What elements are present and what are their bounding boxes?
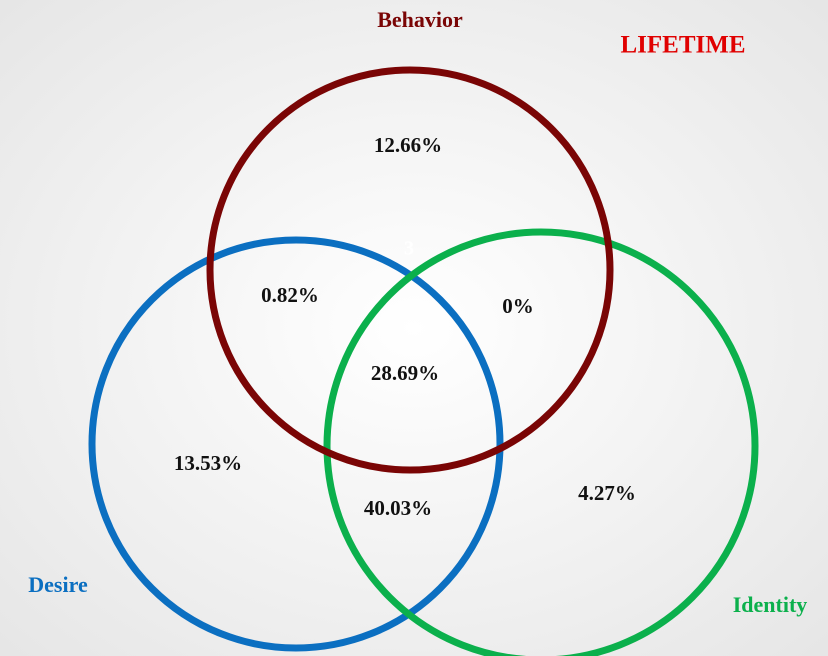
set-circle: [323, 228, 759, 656]
region-label: 12.66%: [374, 133, 442, 157]
region-label: 0%: [502, 294, 534, 318]
set-circle: [206, 66, 614, 474]
region-label: 13.53%: [174, 451, 242, 475]
region-label: 28.69%: [371, 361, 439, 385]
set-label: Identity: [733, 592, 808, 617]
set-label: Desire: [28, 572, 88, 597]
title: LIFETIME: [620, 32, 745, 59]
region-label: 4.27%: [578, 481, 636, 505]
region-label: 0.82%: [261, 283, 319, 307]
region-label: 40.03%: [364, 496, 432, 520]
set-label: Behavior: [377, 7, 463, 32]
set-circle: [88, 236, 504, 652]
marker: 3: [404, 238, 414, 260]
